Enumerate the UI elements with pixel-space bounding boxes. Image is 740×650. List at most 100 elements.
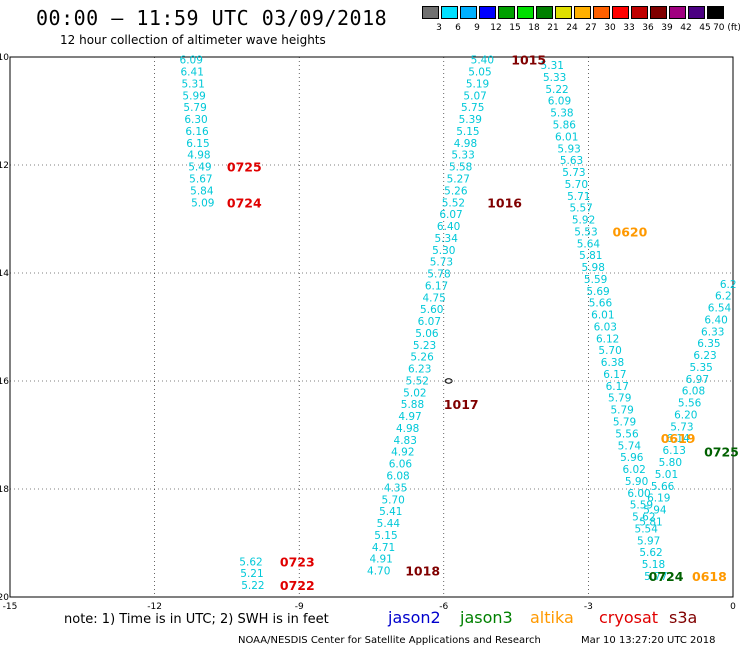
lat-tick-label: -18 — [0, 485, 9, 495]
wave-height-value: 5.27 — [447, 174, 470, 186]
legend-jason3: jason3 — [460, 608, 513, 627]
wave-height-value: 6.01 — [555, 131, 578, 143]
colorbar-label: 39 — [661, 23, 673, 33]
wave-height-value: 5.79 — [183, 102, 206, 114]
wave-height-value: 5.86 — [553, 120, 577, 132]
pass-time-label: 0618 — [692, 569, 727, 584]
colorbar-label: 6 — [455, 23, 461, 33]
wave-height-value: 6.01 — [591, 310, 614, 322]
lat-tick-label: -20 — [0, 593, 9, 603]
colorbar-label: 70 (ft) — [713, 23, 740, 33]
colorbar-swatch — [650, 6, 667, 19]
wave-height-value: 5.15 — [456, 126, 479, 138]
colorbar-swatch — [460, 6, 477, 19]
wave-height-value: 5.22 — [545, 84, 568, 96]
colorbar-label: 15 — [509, 23, 521, 33]
wave-height-value: 6.06 — [389, 459, 413, 471]
wave-height-value: 5.39 — [459, 114, 482, 126]
wave-height-value: 5.62 — [239, 556, 262, 568]
wave-height-value: 4.98 — [396, 423, 419, 435]
wave-height-value: 6.2 — [715, 291, 732, 303]
wave-height-value: 4.35 — [384, 482, 407, 494]
wave-height-value: 5.80 — [659, 457, 682, 469]
wave-height-value: 4.75 — [422, 292, 445, 304]
wave-height-value: 5.35 — [689, 362, 712, 374]
colorbar-swatch — [574, 6, 591, 19]
wave-height-value: 5.40 — [471, 55, 494, 67]
wave-height-value: 6.09 — [180, 55, 203, 67]
wave-height-value: 5.62 — [639, 547, 662, 559]
wave-height-value: 5.44 — [377, 518, 401, 530]
wave-height-value: 6.19 — [647, 493, 670, 505]
wave-height-value: 5.70 — [598, 345, 621, 357]
wave-height-value: 6.14 — [666, 433, 690, 445]
wave-height-value: 6.97 — [686, 374, 709, 386]
wave-height-value: 5.67 — [189, 174, 212, 186]
lon-tick-label: -6 — [439, 602, 448, 612]
colorbar-swatch — [707, 6, 724, 19]
pass-time-label: 1018 — [405, 564, 440, 579]
legend-altika: altika — [530, 608, 574, 627]
colorbar-label: 3 — [436, 23, 442, 33]
wave-height-value: 6.12 — [596, 333, 619, 345]
wave-height-value: 6.02 — [622, 464, 645, 476]
wave-height-value: 5.94 — [643, 505, 667, 517]
wave-height-value: 5.62 — [632, 512, 655, 524]
wave-height-value: 5.63 — [560, 155, 583, 167]
pass-time-label: 1015 — [511, 53, 546, 68]
legend-cryosat: cryosat — [599, 608, 659, 627]
wave-height-value: 5.01 — [655, 469, 678, 481]
wave-height-value: 5.92 — [572, 215, 595, 227]
colorbar-swatch — [688, 6, 705, 19]
wave-height-value: 6.08 — [386, 471, 409, 483]
wave-height-value: 6.23 — [693, 350, 716, 362]
wave-height-value: 6.13 — [663, 445, 686, 457]
wave-height-value: 6.35 — [697, 338, 720, 350]
wave-height-value: 5.79 — [608, 393, 631, 405]
wave-height-value: 5.26 — [410, 352, 434, 364]
wave-height-value: 5.31 — [181, 78, 204, 90]
wave-height-value: 5.59 — [584, 274, 607, 286]
colorbar-label: 42 — [680, 23, 692, 33]
colorbar-label: 45 — [699, 23, 711, 33]
footer-note: note: 1) Time is in UTC; 2) SWH is in fe… — [64, 612, 329, 627]
wave-height-value: 6.15 — [186, 138, 209, 150]
wave-height-value: 6.33 — [701, 326, 724, 338]
wave-height-value: 5.88 — [401, 399, 424, 411]
wave-height-value: 5.60 — [420, 304, 443, 316]
wave-height-value: 5.02 — [403, 387, 426, 399]
wave-height-value: 5.70 — [565, 179, 588, 191]
wave-height-value: 5.84 — [190, 185, 214, 197]
wave-height-value: 5.75 — [461, 102, 484, 114]
wave-height-value: 5.56 — [615, 428, 639, 440]
lat-tick-label: -10 — [0, 53, 9, 63]
wave-height-value: 5.07 — [463, 90, 486, 102]
wave-height-value: 5.90 — [625, 476, 648, 488]
wave-height-value: 5.73 — [670, 421, 693, 433]
wave-height-value: 5.66 — [589, 298, 613, 310]
wave-height-value: 6.41 — [181, 67, 204, 79]
wave-height-value: 5.30 — [432, 245, 455, 257]
pass-time-label: 0725 — [704, 445, 739, 460]
lon-tick-label: -15 — [3, 602, 18, 612]
pass-time-label: 0620 — [613, 224, 648, 239]
colorbar-swatch — [422, 6, 439, 19]
wave-height-value: 5.69 — [586, 286, 609, 298]
generated-timestamp: Mar 10 13:27:20 UTC 2018 — [581, 635, 716, 646]
credit-text: NOAA/NESDIS Center for Satellite Applica… — [238, 635, 541, 646]
wave-height-value: 5.64 — [577, 238, 601, 250]
lat-tick-label: -16 — [0, 377, 9, 387]
wave-height-value: 5.41 — [379, 506, 402, 518]
wave-height-value: 6.17 — [425, 280, 448, 292]
wave-height-value: 5.05 — [468, 67, 491, 79]
wave-height-value: 5.78 — [427, 269, 450, 281]
wave-height-value: 6.20 — [674, 409, 697, 421]
wave-height-value: 5.58 — [449, 162, 472, 174]
wave-height-value: 4.83 — [394, 435, 417, 447]
pass-time-label: 1016 — [487, 195, 522, 210]
colorbar-swatch — [517, 6, 534, 19]
wave-height-value: 6.38 — [601, 357, 624, 369]
island-outline — [444, 378, 453, 384]
colorbar-label: 36 — [642, 23, 654, 33]
wave-height-value: 5.79 — [613, 417, 636, 429]
